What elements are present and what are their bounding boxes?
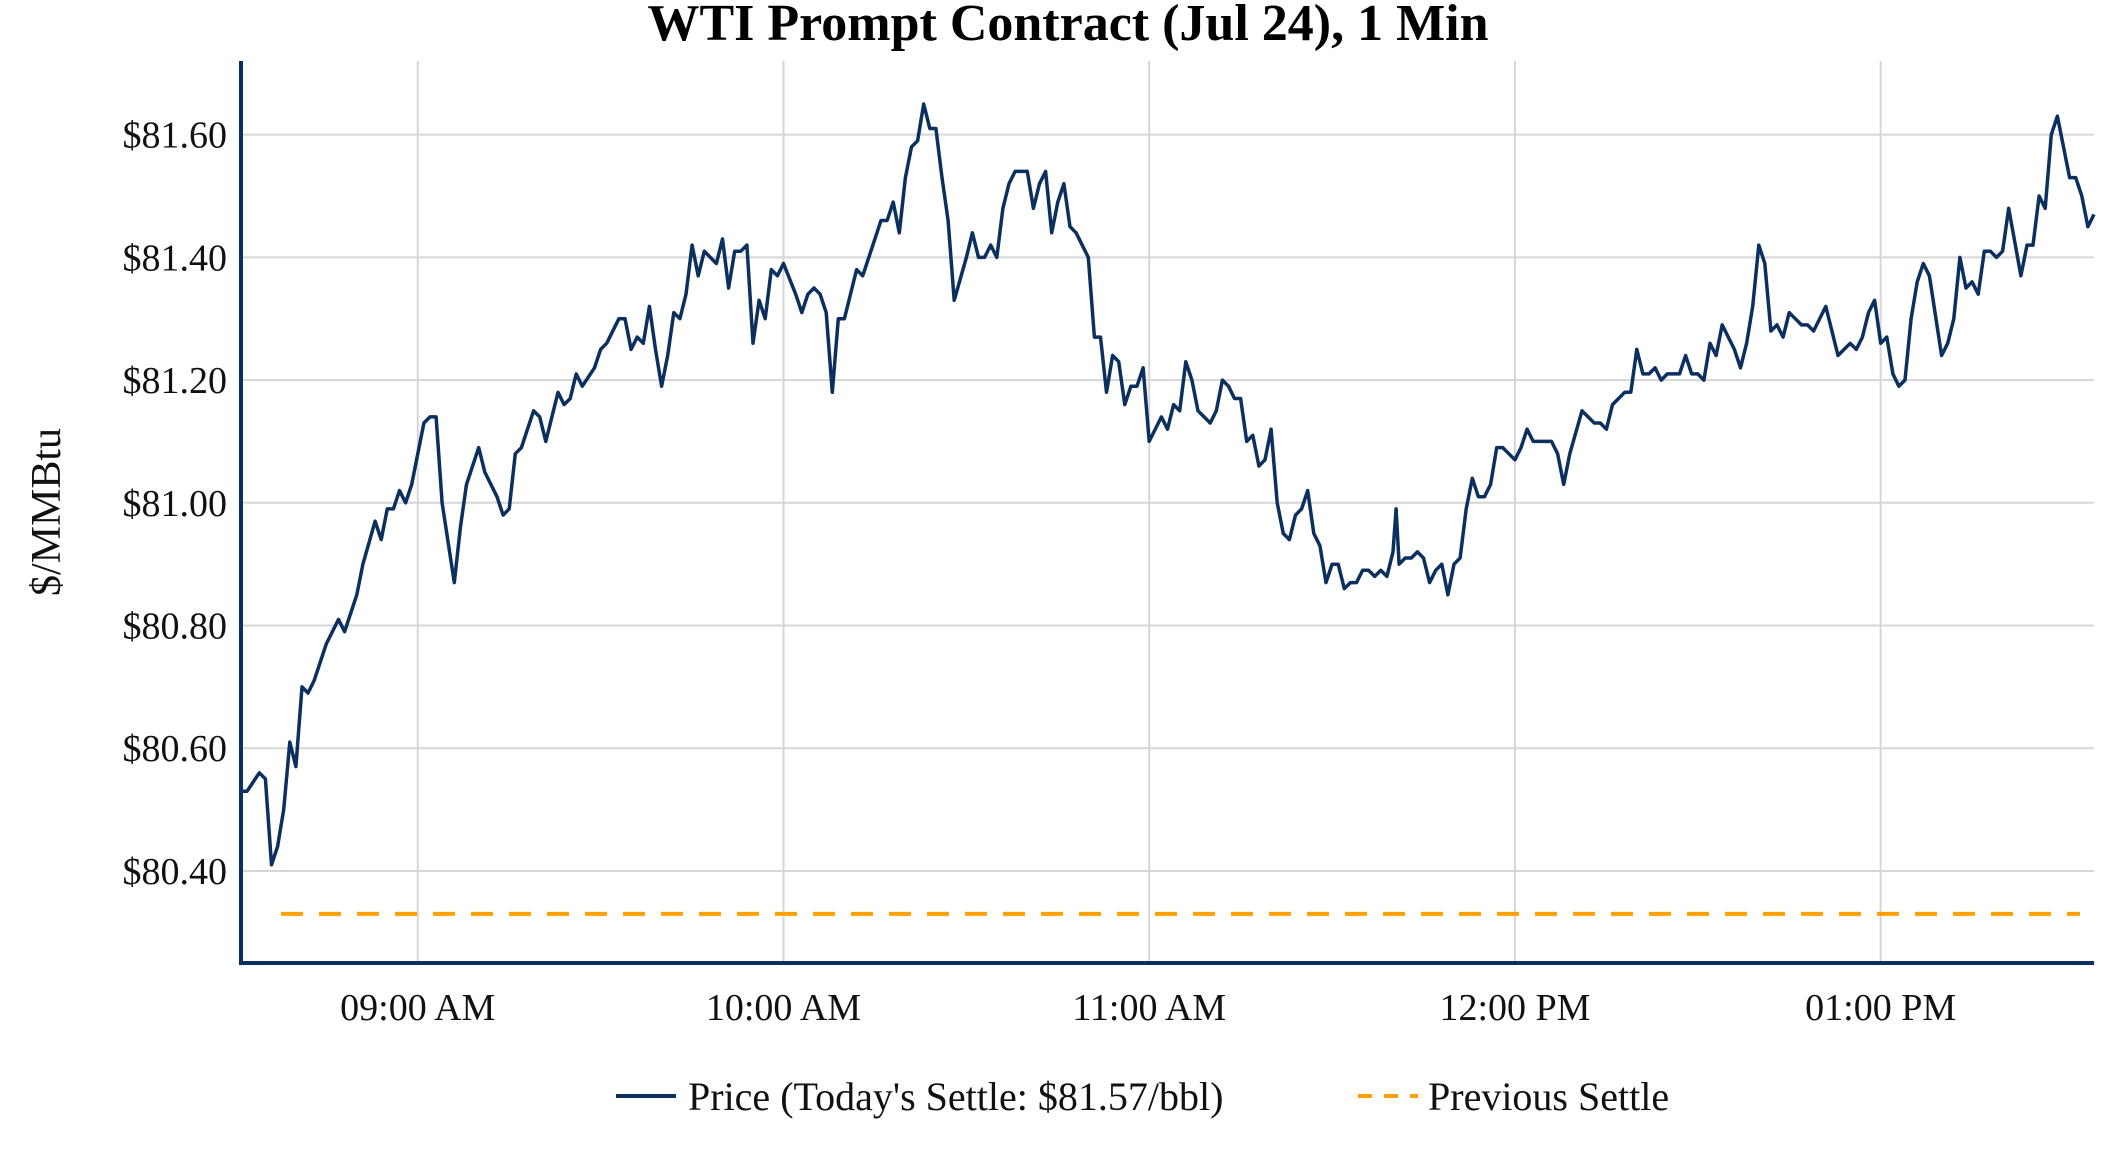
legend: Price (Today's Settle: $81.57/bbl) Previ… [616,1074,1669,1119]
y-tick-label: $80.60 [123,728,228,770]
y-tick-label: $81.20 [123,360,228,402]
y-axis-label: $/MMBtu [24,428,70,596]
gridlines [241,61,2094,963]
x-tick-label: 11:00 AM [1072,987,1226,1029]
chart-title: WTI Prompt Contract (Jul 24), 1 Min [647,0,1488,52]
x-tick-label: 12:00 PM [1439,987,1590,1029]
x-tick-labels: 09:00 AM 10:00 AM 11:00 AM 12:00 PM 01:00 PM [340,987,1956,1029]
y-tick-label: $80.40 [123,851,228,893]
x-tick-label: 10:00 AM [706,987,861,1029]
y-tick-label: $80.80 [123,606,228,648]
y-tick-label: $81.40 [123,237,228,279]
x-tick-label: 09:00 AM [340,987,495,1029]
y-tick-label: $81.60 [123,115,228,157]
legend-previous-settle-label: Previous Settle [1428,1074,1669,1119]
y-tick-labels: $80.40 $80.60 $80.80 $81.00 $81.20 $81.40 $81.… [123,115,228,893]
legend-price-label: Price (Today's Settle: $81.57/bbl) [688,1074,1223,1119]
x-tick-label: 01:00 PM [1805,987,1956,1029]
price-series-line [241,102,2096,867]
y-tick-label: $81.00 [123,483,228,525]
